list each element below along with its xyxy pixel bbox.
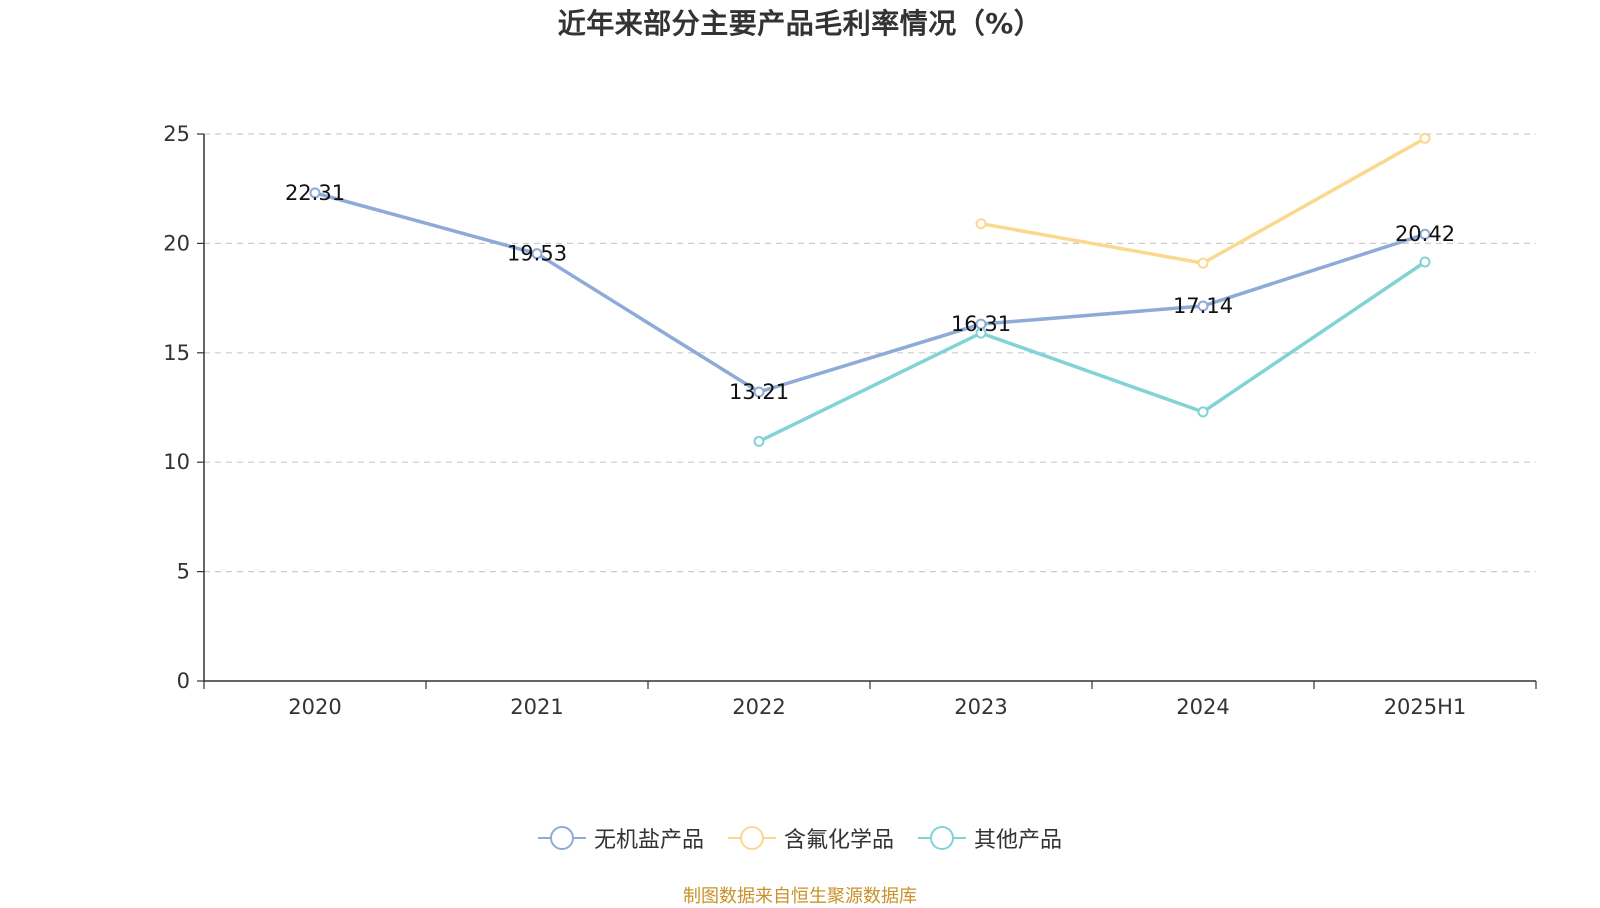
- data-label: 20.42: [1395, 222, 1455, 246]
- legend-marker-icon: [537, 825, 586, 851]
- data-point: [309, 187, 321, 199]
- data-label: 16.31: [951, 312, 1011, 336]
- data-label: 17.14: [1173, 294, 1233, 318]
- data-point: [1197, 406, 1209, 418]
- y-tick-label: 20: [163, 231, 190, 255]
- y-tick-label: 15: [163, 341, 190, 365]
- data-source-note: 制图数据来自恒生聚源数据库: [683, 886, 917, 907]
- data-label: 19.53: [507, 242, 567, 266]
- legend-marker-icon: [918, 825, 966, 851]
- data-point: [975, 327, 987, 339]
- x-tick-label: 2025H1: [1384, 695, 1467, 719]
- legend-label: 无机盐产品: [593, 828, 704, 853]
- x-tick-label: 2022: [732, 695, 785, 719]
- series-line-0: [313, 191, 1427, 394]
- data-point: [975, 218, 987, 230]
- data-point: [1197, 257, 1209, 269]
- x-tick-label: 2023: [954, 695, 1007, 719]
- y-tick-label: 25: [163, 122, 190, 146]
- chart-legend: 无机盐产品 含氟化学品 其他产品: [0, 822, 1600, 854]
- data-point: [1419, 256, 1431, 268]
- y-tick-label: 5: [177, 560, 190, 584]
- series-line-1: [979, 136, 1427, 265]
- data-point: [1197, 300, 1209, 312]
- y-tick-label: 10: [163, 450, 190, 474]
- data-point: [531, 248, 543, 260]
- x-tick-label: 2020: [288, 695, 341, 719]
- legend-item-inorganic[interactable]: 无机盐产品: [537, 822, 704, 854]
- legend-marker-icon: [727, 825, 776, 851]
- x-tick-label: 2021: [510, 695, 563, 719]
- legend-item-other[interactable]: 其他产品: [918, 822, 1062, 854]
- y-tick-label: 0: [177, 669, 190, 693]
- chart-title: 近年来部分主要产品毛利率情况（%）: [557, 7, 1043, 40]
- data-point: [753, 386, 765, 398]
- x-tick-label: 2024: [1176, 695, 1229, 719]
- legend-item-fluorine[interactable]: 含氟化学品: [727, 822, 894, 854]
- data-point: [753, 435, 765, 447]
- legend-label: 含氟化学品: [783, 828, 894, 853]
- series-line-2: [757, 260, 1427, 444]
- data-point: [1419, 228, 1431, 240]
- legend-label: 其他产品: [974, 828, 1063, 853]
- data-label: 22.31: [285, 181, 345, 205]
- data-point: [1419, 132, 1431, 144]
- data-label: 13.21: [729, 380, 789, 404]
